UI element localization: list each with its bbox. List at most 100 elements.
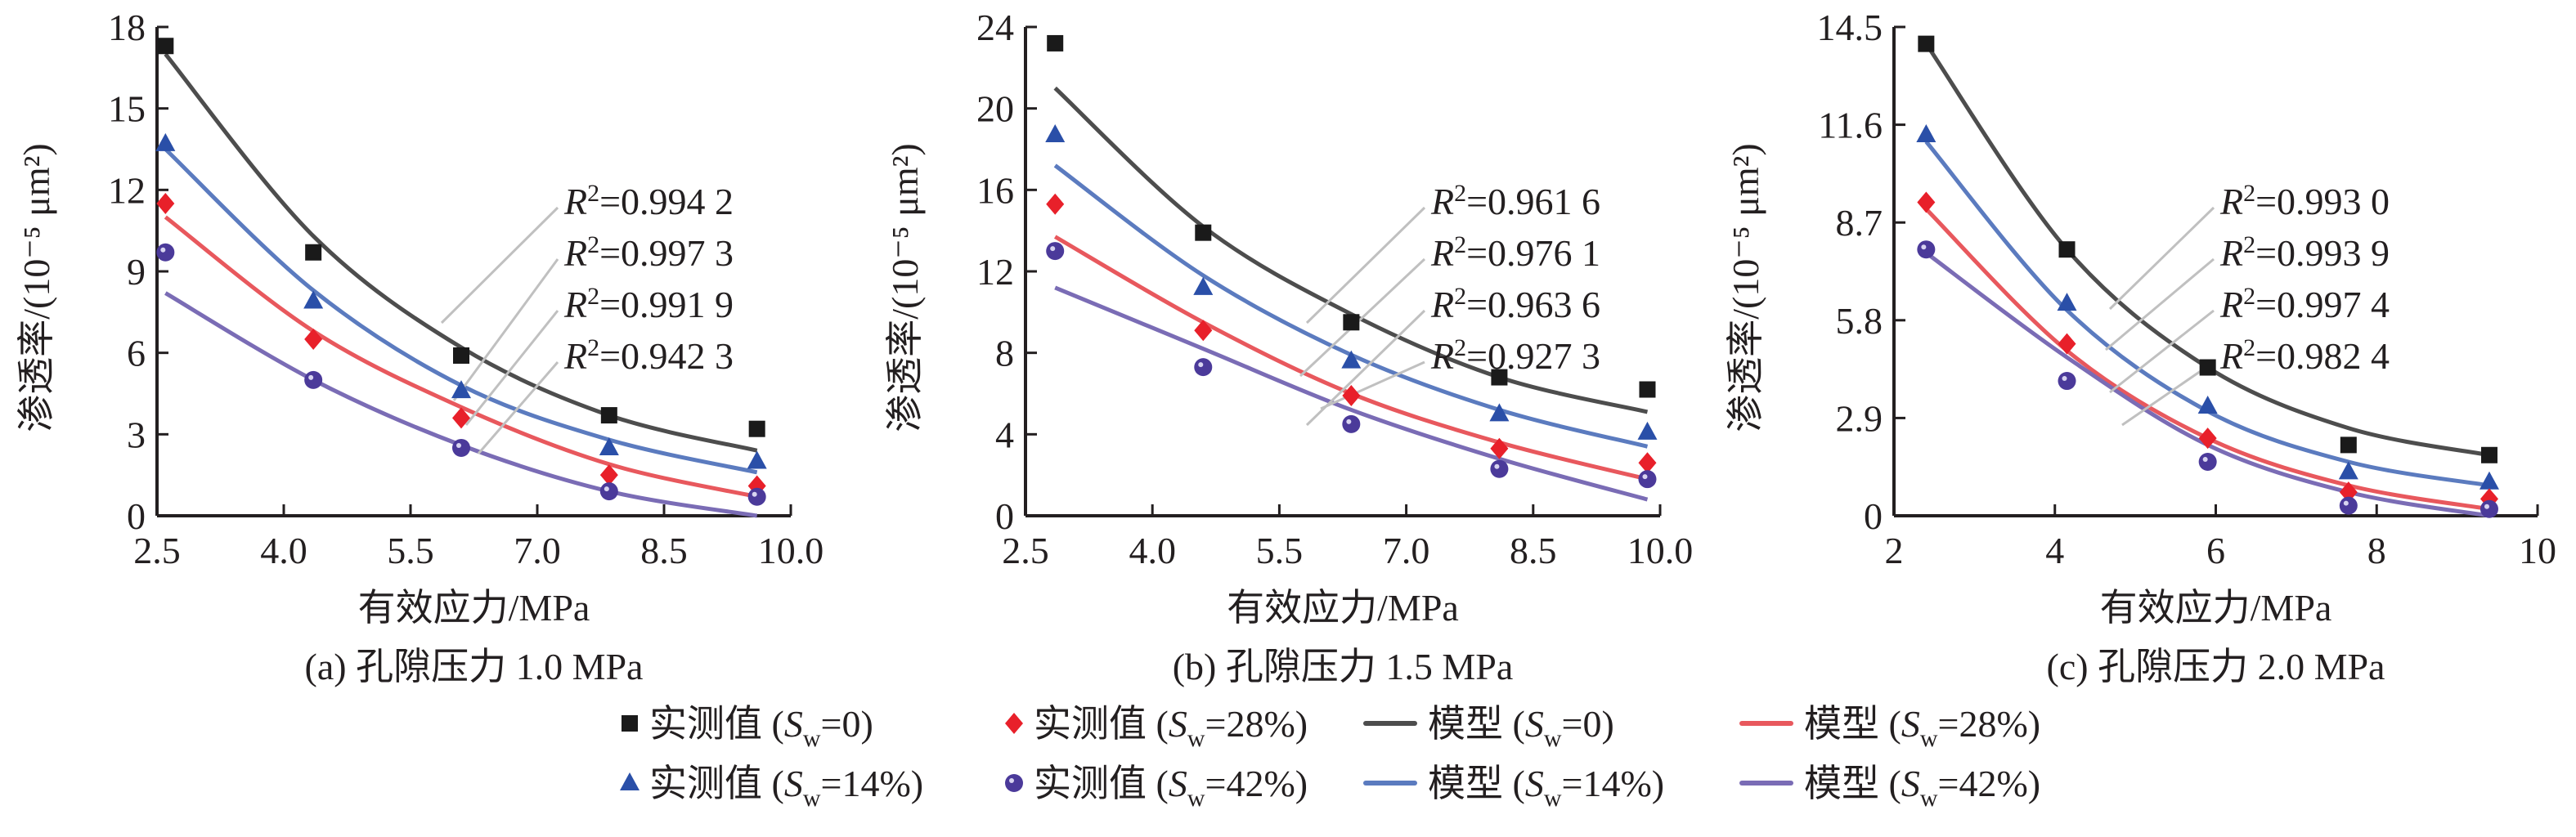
legend: 实测值 (Sw=0) 实测值 (Sw=28%) 模型 (Sw=0) 模型 (Sw=28… [620, 703, 2040, 812]
x-tick-label: 8 [2367, 530, 2386, 571]
y-tick-label: 0 [995, 495, 1014, 537]
y-tick-label: 0 [1864, 495, 1883, 537]
legend-label-text: 模型 ( [1804, 703, 1901, 745]
data-point-highlight [1494, 463, 1500, 469]
legend-marker-diamond [1005, 713, 1023, 734]
legend-label: 模型 (Sw=14%) [1428, 763, 1664, 812]
data-point-highlight [160, 247, 166, 253]
legend-label: 实测值 (Sw=28%) [1034, 703, 1308, 752]
r2-value: =0.982 4 [2255, 335, 2390, 377]
legend-var-symbol: S [1169, 703, 1187, 745]
legend-marker-highlight [1009, 778, 1014, 783]
y-axis-title: 渗透率/(10⁻⁵ μm²) [884, 143, 926, 432]
data-point-diamond [452, 407, 470, 429]
r2-label: R2=0.961 6 [1430, 180, 1600, 222]
r2-superscript: 2 [2243, 334, 2255, 361]
r2-superscript: 2 [1454, 283, 1466, 310]
r2-value: =0.927 3 [1466, 335, 1600, 377]
legend-subscript: w [1544, 785, 1562, 812]
x-tick-label: 10.0 [1627, 530, 1694, 571]
x-tick-label: 8.5 [640, 530, 688, 571]
model-curve-sw0 [1924, 43, 2490, 458]
y-tick-label: 4 [995, 414, 1014, 455]
r2-label: R2=0.993 9 [2219, 231, 2390, 274]
r2-symbol: R [2219, 181, 2243, 222]
legend-marker-square [622, 715, 638, 732]
data-point-triangle [2338, 461, 2358, 480]
y-tick-label: 11.6 [1818, 105, 1883, 146]
r2-value: =0.961 6 [1466, 181, 1600, 222]
x-tick-label: 7.0 [514, 530, 561, 571]
x-axis-title: 有效应力/MPa [358, 587, 590, 629]
data-point-square [1918, 35, 1935, 52]
r2-label: R2=0.994 2 [563, 180, 734, 222]
x-tick-label: 2.5 [1002, 530, 1049, 571]
r2-label: R2=0.993 0 [2219, 180, 2390, 222]
x-tick-label: 10 [2519, 530, 2556, 571]
legend-label: 模型 (Sw=42%) [1804, 763, 2040, 812]
data-point-square [600, 407, 617, 424]
legend-item: 实测值 (Sw=42%) [1005, 763, 1308, 812]
y-tick-label: 20 [976, 88, 1014, 130]
legend-item: 模型 (Sw=0) [1363, 703, 1614, 752]
model-curve-sw0 [1053, 86, 1649, 414]
x-tick-label: 7.0 [1383, 530, 1430, 571]
legend-marker-triangle [620, 772, 640, 790]
data-point-square [2199, 359, 2216, 376]
data-point-highlight [1642, 474, 1648, 480]
panel-caption: (a) 孔隙压力 1.0 MPa [305, 646, 644, 687]
r2-symbol: R [2219, 232, 2243, 274]
panel-caption: (b) 孔隙压力 1.5 MPa [1173, 646, 1514, 687]
x-axis-title: 有效应力/MPa [2100, 587, 2332, 629]
data-point-diamond [599, 464, 618, 486]
legend-subscript: w [803, 785, 821, 812]
legend-var-symbol: S [1901, 763, 1920, 804]
data-point-circle [1490, 459, 1509, 478]
y-tick-label: 12 [108, 169, 146, 211]
data-point-diamond [2058, 333, 2076, 355]
data-point-diamond [1638, 452, 1657, 474]
model-curve-sw42 [164, 291, 758, 518]
r2-value: =0.942 3 [599, 335, 734, 377]
r2-leader-line [2121, 360, 2215, 427]
r2-label: R2=0.976 1 [1430, 231, 1600, 274]
legend-suffix: =0) [821, 703, 873, 745]
data-point-triangle [1637, 421, 1658, 440]
legend-var-symbol: S [784, 763, 803, 804]
data-point-circle [2198, 453, 2217, 472]
y-tick-label: 12 [976, 251, 1014, 293]
y-tick-label: 8 [995, 333, 1014, 374]
r2-symbol: R [2219, 335, 2243, 377]
data-point-triangle [1489, 403, 1510, 422]
data-point-highlight [604, 486, 609, 492]
legend-label-text: 实测值 ( [649, 763, 784, 804]
legend-subscript: w [1187, 725, 1205, 752]
data-point-triangle [155, 132, 176, 151]
model-curve-sw28 [164, 215, 758, 499]
legend-suffix: =42%) [1205, 763, 1308, 804]
data-point-diamond [1490, 437, 1509, 459]
data-point-highlight [1198, 362, 1204, 368]
r2-superscript: 2 [2243, 283, 2255, 310]
x-tick-label: 8.5 [1510, 530, 1557, 571]
legend-suffix: =14%) [1562, 763, 1665, 804]
legend-item: 模型 (Sw=28%) [1739, 703, 2040, 752]
data-point-square [453, 347, 469, 364]
r2-label: R2=0.997 3 [563, 231, 734, 274]
legend-suffix: =14%) [821, 763, 924, 804]
data-point-diamond [2339, 481, 2358, 504]
r2-superscript: 2 [1454, 334, 1466, 361]
y-tick-label: 9 [127, 251, 146, 293]
data-point-triangle [1916, 123, 1936, 142]
x-tick-label: 6 [2206, 530, 2225, 571]
data-point-triangle [1045, 124, 1066, 143]
r2-leader-line [1320, 360, 1425, 410]
data-point-square [2480, 446, 2497, 463]
r2-symbol: R [1430, 335, 1454, 377]
data-point-circle [1638, 470, 1657, 489]
legend-var-symbol: S [784, 703, 803, 745]
data-point-highlight [1050, 246, 1056, 252]
data-point-circle [2339, 496, 2358, 515]
model-curve-sw42 [1924, 251, 2490, 518]
